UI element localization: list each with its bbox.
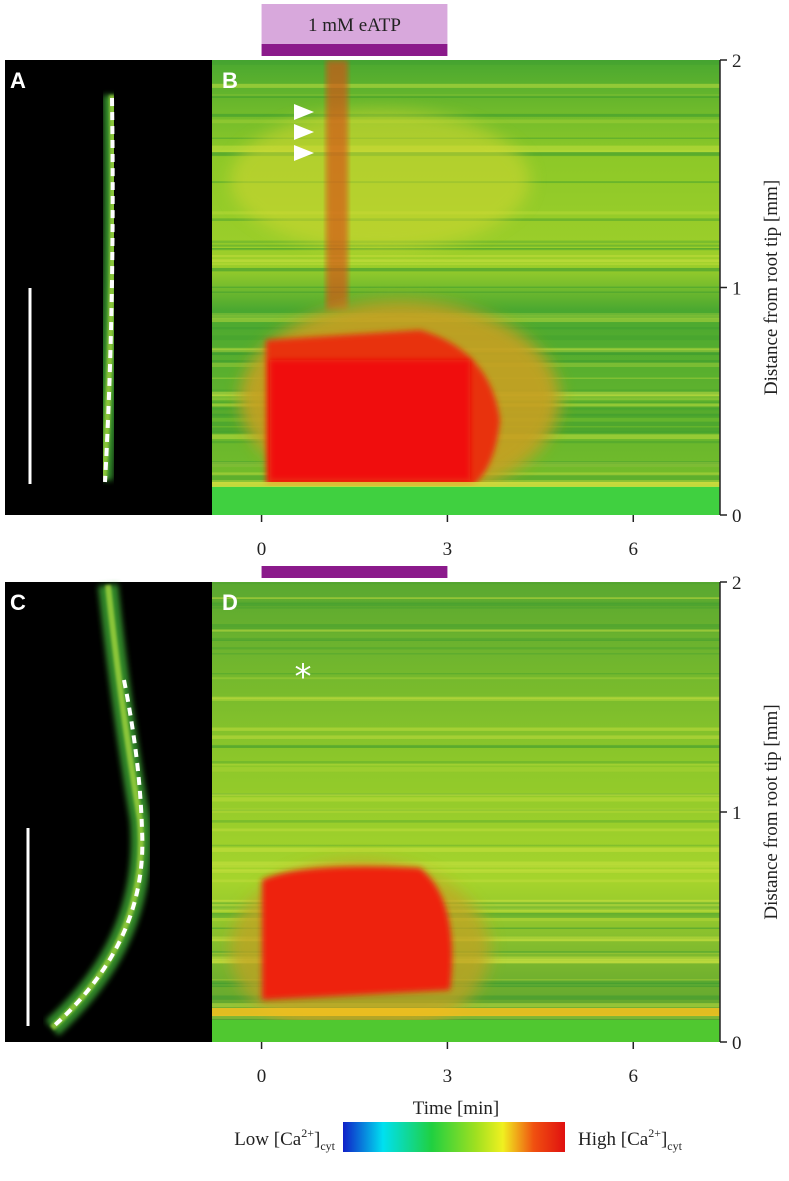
stripe bbox=[212, 793, 720, 797]
stripe bbox=[212, 1003, 720, 1008]
stripe bbox=[212, 808, 720, 813]
stripe bbox=[212, 263, 720, 265]
treatment-label: 1 mM eATP bbox=[308, 15, 401, 36]
kymograph bbox=[212, 60, 720, 515]
stripe bbox=[212, 267, 720, 272]
stripe bbox=[212, 582, 720, 585]
stripe bbox=[212, 696, 720, 702]
y-tick-label: 1 bbox=[732, 803, 742, 824]
treatment-bar bbox=[261, 44, 448, 56]
stripe bbox=[212, 761, 720, 764]
kymograph bbox=[212, 582, 720, 1042]
panel-letter: A bbox=[10, 68, 26, 93]
x-tick-label: 6 bbox=[629, 539, 639, 560]
stripe bbox=[212, 828, 720, 832]
stripe bbox=[212, 240, 720, 244]
stripe bbox=[212, 96, 720, 98]
stripe bbox=[212, 879, 720, 883]
treatment-bar bbox=[261, 566, 448, 578]
y-axis-label: Distance from root tip [mm] bbox=[761, 180, 782, 395]
y-tick-label: 2 bbox=[732, 51, 742, 72]
stripe bbox=[212, 286, 720, 288]
stripe bbox=[212, 601, 720, 604]
stripe bbox=[212, 797, 720, 802]
stripe bbox=[212, 254, 720, 258]
annotation: * bbox=[295, 657, 312, 697]
stripe bbox=[212, 94, 720, 96]
colorbar-high: High [Ca2+]cyt bbox=[578, 1126, 683, 1153]
stripe bbox=[212, 95, 720, 98]
y-axis-label: Distance from root tip [mm] bbox=[761, 704, 782, 919]
stripe bbox=[212, 1017, 720, 1022]
stripe bbox=[212, 861, 720, 865]
stripe bbox=[212, 244, 720, 247]
y-tick-label: 0 bbox=[732, 506, 742, 527]
stripe bbox=[212, 1014, 720, 1020]
stripe bbox=[212, 673, 720, 675]
stripe bbox=[212, 629, 720, 632]
stripe bbox=[212, 647, 720, 650]
stripe bbox=[212, 259, 720, 263]
stripe bbox=[212, 60, 720, 65]
arrowheads bbox=[294, 104, 314, 161]
stripe bbox=[212, 83, 720, 88]
stripe bbox=[212, 697, 720, 700]
stripe bbox=[212, 869, 720, 873]
stripe bbox=[212, 844, 720, 847]
panel-letter: B bbox=[222, 68, 238, 93]
stripe bbox=[212, 864, 720, 868]
stripe bbox=[212, 597, 720, 599]
stripe bbox=[212, 870, 720, 872]
root-image: C bbox=[5, 582, 212, 1042]
panel-letter: C bbox=[10, 590, 26, 615]
stripe bbox=[212, 248, 720, 250]
stripe bbox=[212, 677, 720, 680]
stripe bbox=[212, 639, 720, 641]
stripe bbox=[212, 637, 720, 640]
treatment-box bbox=[261, 4, 448, 44]
stripe bbox=[212, 113, 720, 117]
stripe bbox=[212, 602, 720, 607]
stripe bbox=[212, 763, 720, 766]
root-image: A bbox=[5, 60, 212, 515]
x-tick-label: 6 bbox=[629, 1066, 639, 1087]
stripe bbox=[212, 847, 720, 852]
stripe bbox=[212, 727, 720, 731]
stripe bbox=[212, 746, 720, 748]
stripe bbox=[212, 744, 720, 748]
panel-letter: D bbox=[222, 590, 238, 615]
stripe bbox=[212, 820, 720, 823]
y-tick-label: 1 bbox=[732, 279, 742, 300]
x-tick-label: 3 bbox=[443, 1066, 453, 1087]
stripe bbox=[212, 735, 720, 739]
stripe bbox=[212, 767, 720, 772]
stripe bbox=[212, 809, 720, 811]
stripe bbox=[212, 653, 720, 655]
x-tick-label: 0 bbox=[257, 539, 267, 560]
stripe bbox=[212, 291, 720, 293]
x-tick-label: 0 bbox=[257, 1066, 267, 1087]
x-axis-label: Time [min] bbox=[413, 1098, 499, 1119]
stripe bbox=[212, 119, 720, 124]
y-tick-label: 2 bbox=[732, 573, 742, 594]
stripe bbox=[212, 624, 720, 628]
stripe bbox=[212, 607, 720, 609]
colorbar bbox=[343, 1122, 565, 1152]
colorbar-low: Low [Ca2+]cyt bbox=[234, 1126, 335, 1153]
x-tick-label: 3 bbox=[443, 539, 453, 560]
y-tick-label: 0 bbox=[732, 1033, 742, 1054]
